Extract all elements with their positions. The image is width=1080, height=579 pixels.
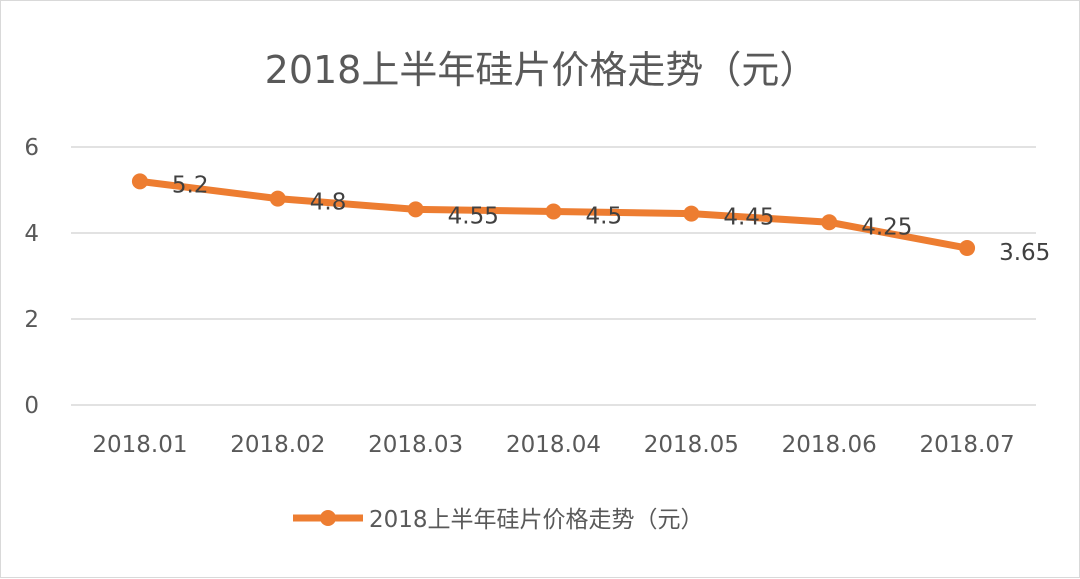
data-point [545, 203, 562, 220]
data-label: 4.25 [861, 214, 912, 240]
data-point [959, 240, 976, 257]
series-layer [131, 173, 976, 257]
chart-title: 2018上半年硅片价格走势（元） [265, 48, 818, 92]
data-label: 4.55 [448, 203, 499, 229]
x-tick-label: 2018.03 [368, 432, 463, 458]
legend-point-marker [320, 510, 336, 526]
y-tick-label: 0 [24, 393, 39, 419]
legend: 2018上半年硅片价格走势（元） [293, 507, 704, 533]
data-label: 4.45 [723, 205, 774, 231]
y-tick-label: 2 [24, 307, 39, 333]
data-point [683, 205, 700, 222]
data-label: 4.8 [310, 190, 347, 216]
x-tick-label: 2018.06 [782, 432, 877, 458]
gridlines [71, 146, 1036, 406]
data-label: 3.65 [999, 240, 1050, 266]
y-tick-label: 4 [24, 221, 39, 247]
data-point [407, 201, 424, 218]
y-axis-ticks: 0 2 4 6 [24, 135, 39, 419]
x-axis-ticks: 2018.01 2018.02 2018.03 2018.04 2018.05 2018.… [92, 432, 1014, 458]
data-label: 4.5 [586, 204, 623, 230]
data-labels: 5.2 4.8 4.55 4.5 4.45 4.25 3.65 [172, 172, 1050, 266]
x-tick-label: 2018.05 [644, 432, 739, 458]
y-tick-label: 6 [24, 135, 39, 161]
x-tick-label: 2018.07 [920, 432, 1015, 458]
legend-label: 2018上半年硅片价格走势（元） [369, 507, 704, 533]
data-point [821, 214, 838, 231]
data-point [131, 173, 148, 190]
x-tick-label: 2018.01 [92, 432, 187, 458]
x-tick-label: 2018.04 [506, 432, 601, 458]
data-point [269, 190, 286, 207]
data-label: 5.2 [172, 172, 209, 198]
x-tick-label: 2018.02 [230, 432, 325, 458]
